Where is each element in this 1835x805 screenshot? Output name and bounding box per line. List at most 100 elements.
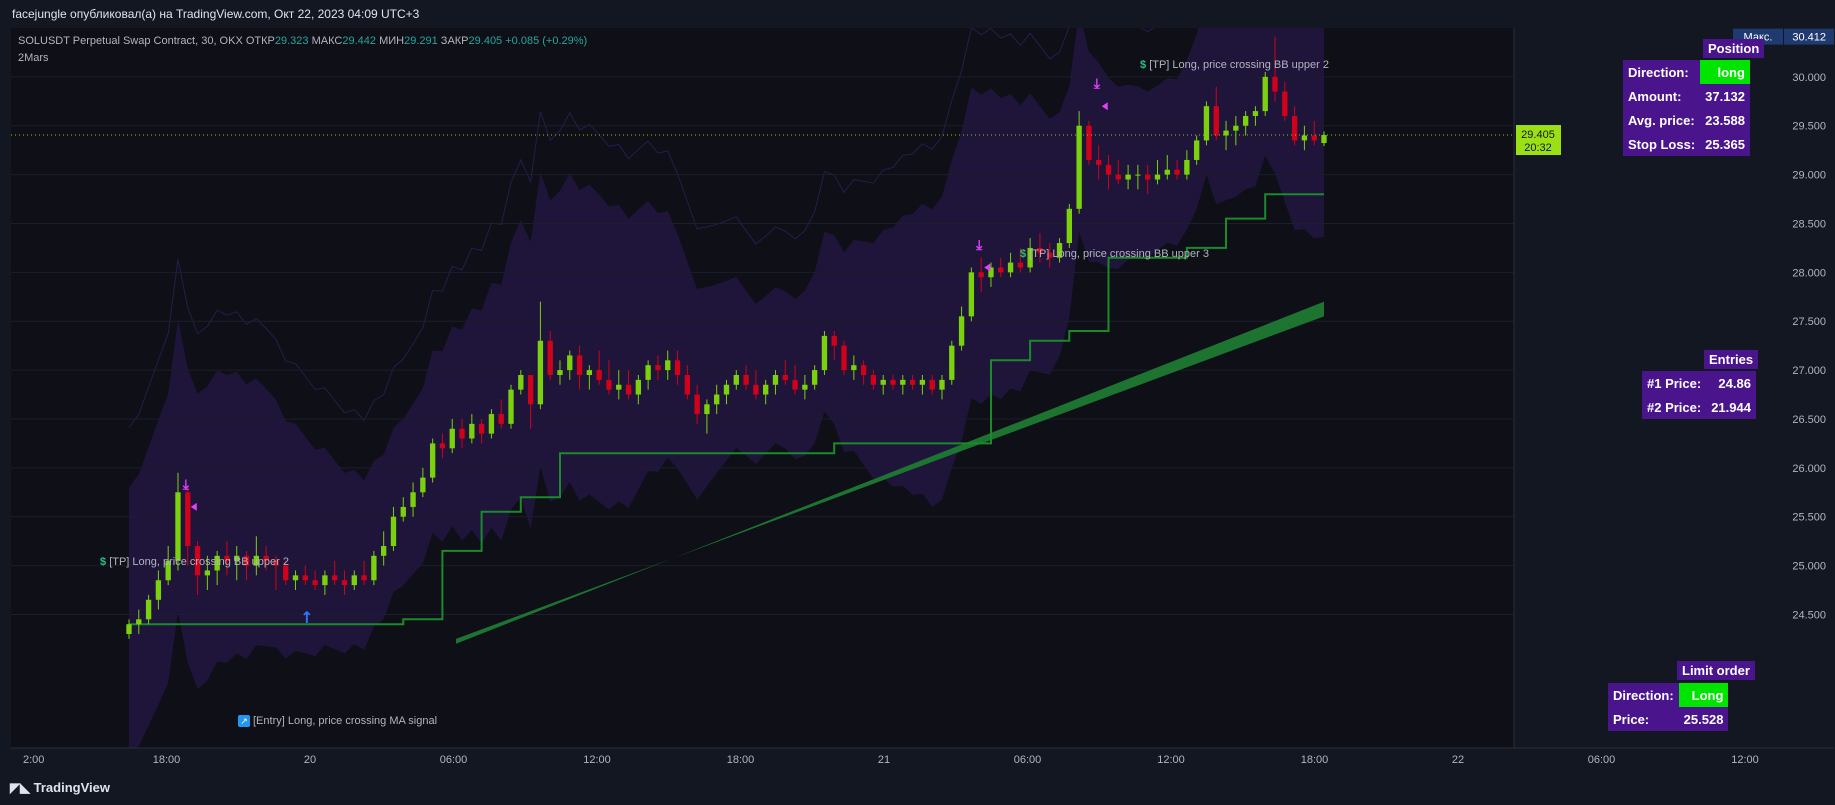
table-row: Direction: Long — [1608, 683, 1729, 707]
avg-price-value: 23.588 — [1705, 112, 1745, 128]
avg-price-label: Avg. price: — [1628, 112, 1695, 128]
candle-body — [1047, 252, 1053, 258]
candle-body — [537, 340, 544, 405]
candle-body — [1027, 247, 1033, 268]
time-tick-label: 06:00 — [1588, 754, 1616, 766]
tp-annotation-1: $ [TP] Long, price crossing BB upper 2 — [100, 556, 289, 568]
candle-body — [126, 624, 132, 634]
candle-body — [459, 428, 465, 439]
time-tick-label: 21 — [878, 754, 890, 766]
time-tick-label: 18:00 — [153, 754, 181, 766]
candle-body — [929, 379, 935, 390]
candle-body — [322, 575, 328, 586]
candle-body — [165, 560, 171, 581]
last-price-text: 29.405 — [1521, 129, 1555, 141]
candle-body — [1096, 159, 1102, 165]
candle-body — [1184, 159, 1190, 175]
indicator-name[interactable]: 2Mars — [18, 52, 49, 64]
candle-body — [420, 477, 426, 493]
candle-body — [890, 379, 896, 385]
candle-body — [1193, 140, 1200, 160]
candle-body — [674, 360, 681, 375]
price-chart[interactable]: ⤓ ⤓ ⤓ ↑ 30.000 29.500 29.000 28.500 28.000 27.500… — [11, 28, 1834, 770]
candle-body — [332, 575, 338, 581]
candle-body — [723, 384, 730, 395]
entry-arrow-icon: ↗ — [238, 715, 250, 727]
candle-body — [263, 555, 269, 561]
chart-area[interactable]: ⤓ ⤓ ⤓ ↑ 30.000 29.500 29.000 28.500 28.000 27.500… — [11, 28, 1834, 770]
price-tick-label: 28.000 — [1792, 267, 1826, 279]
ma-ribbon — [456, 301, 1324, 644]
candle-body — [802, 384, 808, 390]
change-value: +0.085 (+0.29%) — [505, 35, 588, 47]
candle-body — [557, 370, 563, 375]
tp-annotation-text: [TP] Long, price crossing BB upper 2 — [1149, 59, 1329, 71]
time-tick-label: 06:00 — [440, 754, 468, 766]
candle-body — [1017, 262, 1024, 268]
candle-body — [1056, 243, 1063, 258]
candle-body — [655, 365, 661, 371]
price-tick-label: 27.500 — [1792, 316, 1826, 328]
price-tick-label: 25.000 — [1792, 561, 1826, 573]
candle-body — [645, 365, 651, 380]
candle-body — [469, 423, 475, 439]
candle-body — [1233, 125, 1239, 131]
candle-body — [841, 345, 847, 371]
price-tick-label: 27.000 — [1792, 365, 1826, 377]
candle-body — [488, 414, 495, 434]
candle-body — [753, 384, 759, 395]
candle-body — [1037, 247, 1043, 253]
symbol-legend[interactable]: SOLUSDT Perpetual Swap Contract, 30, OKX… — [18, 35, 587, 47]
close-label: ЗАКР — [440, 35, 469, 47]
candle-body — [1311, 135, 1317, 141]
entry-1-value: 24.86 — [1718, 375, 1751, 391]
trailing-stop-line — [129, 193, 1324, 626]
candle-body — [635, 379, 642, 395]
table-row: Amount: 37.132 — [1623, 84, 1750, 108]
candle-body — [410, 492, 416, 507]
candle-body — [939, 379, 945, 390]
time-tick-label: 06:00 — [1014, 754, 1042, 766]
entries-table: #1 Price: 24.86 #2 Price: 21.944 — [1642, 371, 1756, 419]
candle-body — [312, 580, 318, 586]
candle-body — [439, 443, 446, 449]
candle-body — [243, 555, 250, 566]
price-tick-label: 26.500 — [1792, 414, 1826, 426]
tradingview-logo[interactable]: ◤◣ TradingView — [10, 780, 110, 796]
candle-body — [704, 404, 710, 415]
limit-panel-title: Limit order — [1677, 661, 1755, 680]
candle-body — [665, 360, 671, 371]
low-value: 29.291 — [404, 35, 438, 47]
candle-body — [1291, 115, 1298, 141]
candle-body — [1154, 174, 1161, 180]
price-tick-label: 24.500 — [1792, 609, 1826, 621]
candle-body — [1282, 91, 1288, 116]
candle-body — [518, 374, 524, 390]
open-value: 29.323 — [274, 35, 309, 47]
tv-logo-icon: ◤◣ — [10, 780, 30, 795]
time-tick-label: 22 — [1452, 754, 1464, 766]
candle-body — [361, 575, 367, 581]
time-tick-label: 18:00 — [1301, 754, 1329, 766]
candle-body — [880, 379, 886, 385]
max-value-text: 30.412 — [1792, 32, 1826, 44]
candle-body — [390, 516, 397, 547]
candle-body — [714, 394, 720, 405]
publish-caption: facejungle опубликовал(а) на TradingView… — [12, 7, 420, 21]
candle-body — [1174, 169, 1180, 175]
stop-loss-value: 25.365 — [1705, 136, 1745, 152]
candle-body — [155, 580, 162, 600]
candle-body — [527, 374, 534, 405]
dollar-icon: $ — [1140, 59, 1147, 71]
candle-body — [547, 340, 553, 375]
candle-body — [792, 379, 798, 390]
candle-body — [625, 384, 632, 395]
candle-body — [958, 316, 965, 346]
open-label: ОТКР — [245, 35, 275, 47]
candle-body — [772, 374, 779, 385]
price-tick-label: 25.500 — [1792, 512, 1826, 524]
time-tick-label: 20 — [304, 754, 316, 766]
entry-1-label: #1 Price: — [1647, 375, 1702, 391]
candle-body — [1213, 106, 1219, 136]
high-value: 29.442 — [342, 35, 376, 47]
